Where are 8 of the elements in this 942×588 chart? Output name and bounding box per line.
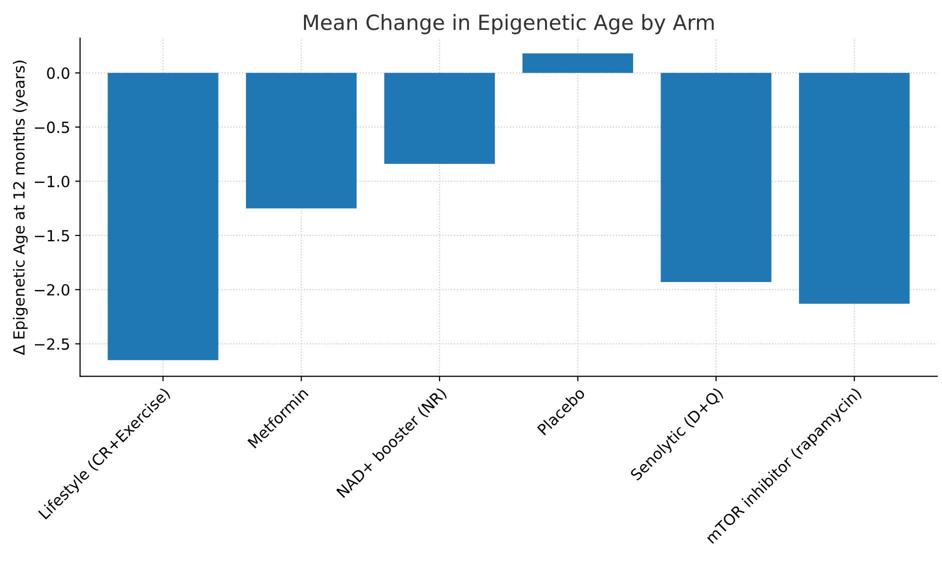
y-tick-label: −1.5 <box>34 230 70 242</box>
y-tick-label: −2.0 <box>34 284 70 296</box>
y-axis-title: Δ Epigenetic Age at 12 months (years) <box>12 60 28 356</box>
chart-title: Mean Change in Epigenetic Age by Arm <box>304 14 714 34</box>
y-tick-label: −0.5 <box>34 122 70 134</box>
y-tick-label: −2.5 <box>34 338 70 350</box>
y-tick-label: −1.0 <box>34 176 70 188</box>
y-tick-label: 0.0 <box>47 67 70 79</box>
